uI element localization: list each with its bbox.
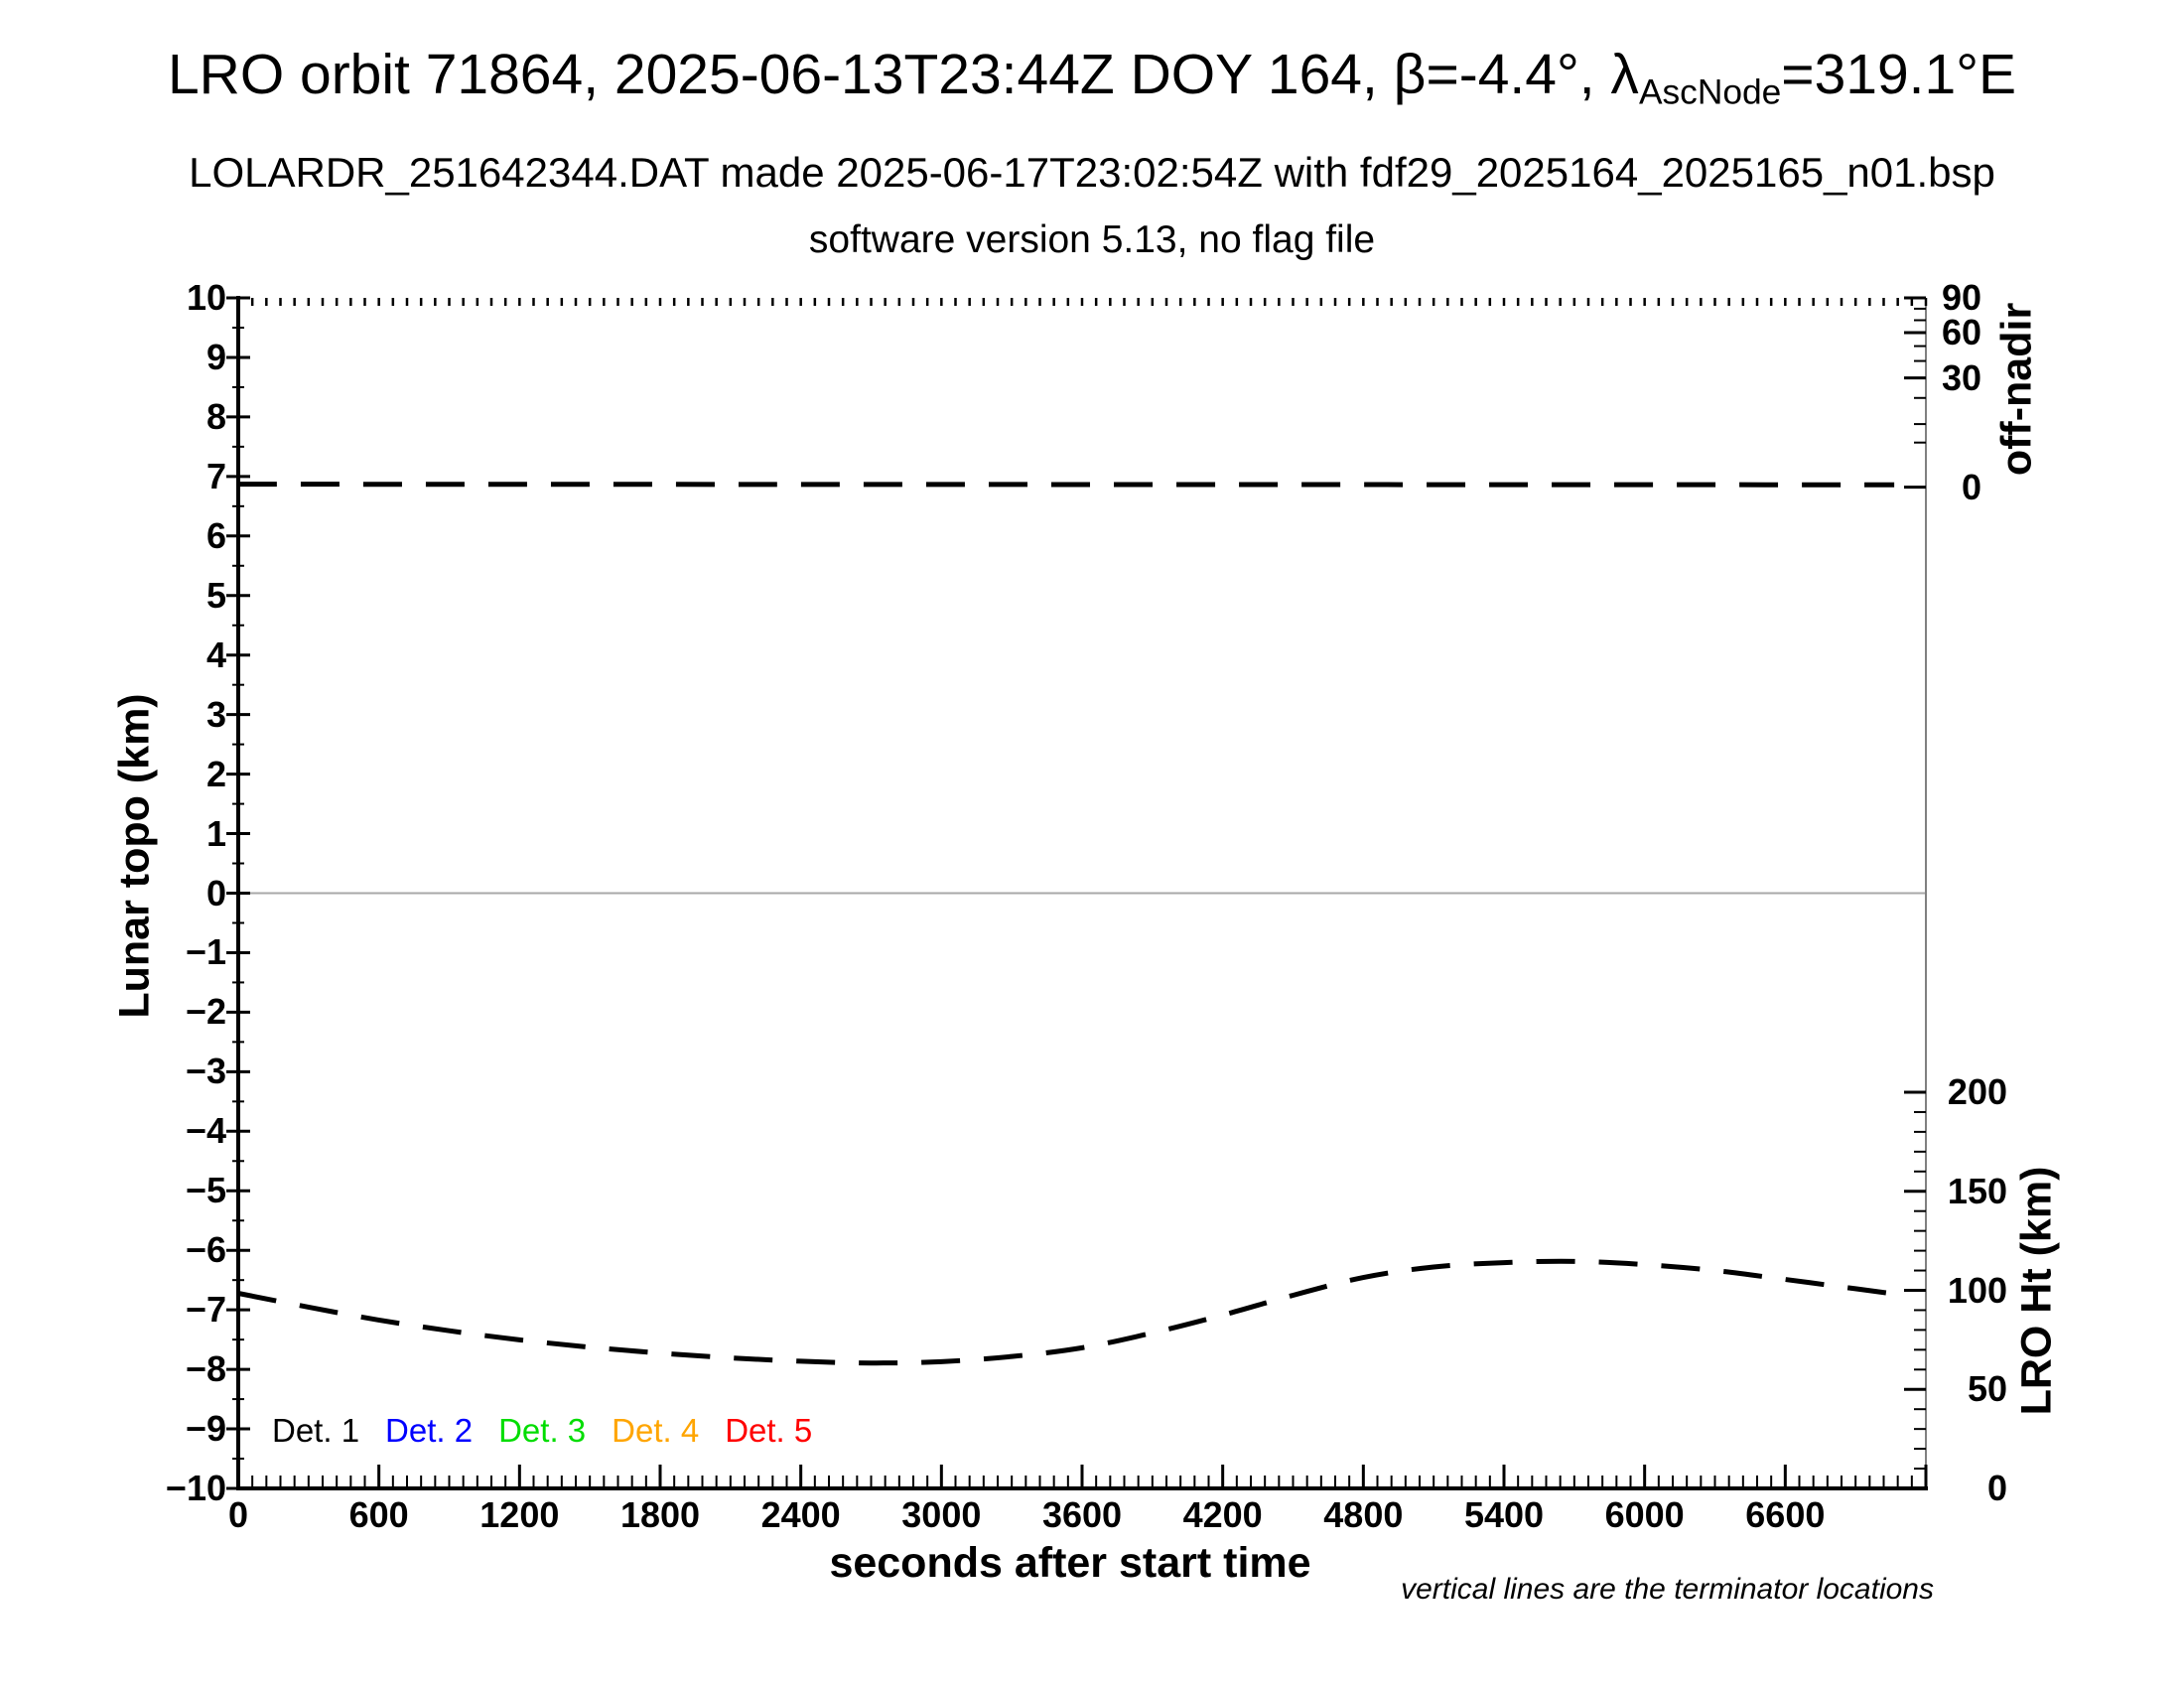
terminator-footnote: vertical lines are the terminator locati… bbox=[1401, 1573, 1934, 1606]
x-tick-label: 4200 bbox=[1182, 1494, 1263, 1535]
y-left-tick-label: 5 bbox=[205, 574, 226, 616]
y-left-tick-label: 10 bbox=[186, 277, 226, 318]
lroht-tick-label: 200 bbox=[1947, 1071, 2007, 1112]
y-left-tick-label: −2 bbox=[185, 991, 226, 1033]
y-axis-label-lro-ht: LRO Ht (km) bbox=[2012, 1166, 2061, 1416]
off-nadir-line bbox=[237, 482, 1895, 488]
lroht-tick-label: 50 bbox=[1967, 1368, 2007, 1410]
x-axis-label: seconds after start time bbox=[829, 1539, 1311, 1587]
y-axis-label-offnadir: off-nadir bbox=[1992, 302, 2041, 477]
page-subtitle-filename: LOLARDR_251642344.DAT made 2025-06-17T23… bbox=[189, 149, 1995, 196]
detector-legend: Det. 1 Det. 2 Det. 3 Det. 4 Det. 5 bbox=[272, 1412, 812, 1450]
legend-item-det-4: Det. 4 bbox=[612, 1412, 700, 1449]
y-left-tick-label: −9 bbox=[185, 1408, 226, 1450]
offnadir-tick-label: 90 bbox=[1941, 277, 1981, 318]
title-ascnode-value: =319.1°E bbox=[1781, 43, 2017, 106]
y-left-tick-label: 2 bbox=[205, 753, 226, 794]
y-left-tick-label: 7 bbox=[205, 455, 226, 496]
x-tick-label: 3600 bbox=[1041, 1494, 1123, 1535]
page-title: LRO orbit 71864, 2025-06-13T23:44Z DOY 1… bbox=[0, 42, 2184, 113]
lroht-tick-label: 150 bbox=[1947, 1170, 2007, 1211]
offnadir-tick-label: 30 bbox=[1941, 356, 1981, 398]
y-left-tick-label: 4 bbox=[205, 633, 226, 675]
lroht-tick-label: 0 bbox=[1986, 1468, 2007, 1508]
x-tick-label: 1200 bbox=[479, 1494, 560, 1535]
lroht-tick-label: 100 bbox=[1947, 1269, 2007, 1311]
page-subtitle-software: software version 5.13, no flag file bbox=[808, 218, 1376, 261]
title-lambda-subscript: AscNode bbox=[1638, 72, 1782, 112]
y-left-tick-label: 1 bbox=[205, 812, 226, 854]
x-tick-label: 600 bbox=[348, 1494, 409, 1535]
x-tick-label: 5400 bbox=[1463, 1494, 1545, 1535]
y-left-tick-label: −10 bbox=[165, 1468, 226, 1508]
y-left-tick-label: −5 bbox=[185, 1170, 226, 1211]
x-tick-label: 4800 bbox=[1323, 1494, 1404, 1535]
x-tick-label: 3000 bbox=[901, 1494, 982, 1535]
y-left-tick-label: 9 bbox=[205, 336, 226, 377]
y-axis-label-left: Lunar topo (km) bbox=[110, 693, 159, 1019]
x-tick-label: 6600 bbox=[1745, 1494, 1826, 1535]
lro-height-curve bbox=[237, 1258, 1895, 1366]
offnadir-tick-label: 0 bbox=[1961, 466, 1981, 507]
x-tick-label: 0 bbox=[227, 1494, 249, 1535]
legend-item-det-3: Det. 3 bbox=[498, 1412, 587, 1449]
y-left-tick-label: 8 bbox=[205, 395, 226, 437]
legend-item-det-2: Det. 2 bbox=[385, 1412, 474, 1449]
y-left-tick-label: −8 bbox=[185, 1348, 226, 1390]
y-left-tick-label: 0 bbox=[205, 872, 226, 914]
y-left-tick-label: −1 bbox=[185, 931, 226, 973]
y-left-tick-label: −3 bbox=[185, 1051, 226, 1092]
y-left-tick-label: −4 bbox=[185, 1110, 226, 1152]
legend-item-det-5: Det. 5 bbox=[725, 1412, 813, 1449]
y-left-tick-label: 3 bbox=[205, 693, 226, 735]
y-left-tick-label: 6 bbox=[205, 514, 226, 556]
legend-item-det-1: Det. 1 bbox=[272, 1412, 360, 1449]
x-tick-label: 1800 bbox=[619, 1494, 701, 1535]
y-left-tick-label: −7 bbox=[185, 1289, 226, 1331]
y-left-tick-label: −6 bbox=[185, 1229, 226, 1271]
offnadir-tick-label: 60 bbox=[1941, 311, 1981, 352]
x-tick-label: 2400 bbox=[760, 1494, 841, 1535]
title-main-text: LRO orbit 71864, 2025-06-13T23:44Z DOY 1… bbox=[167, 43, 1639, 106]
x-tick-label: 6000 bbox=[1604, 1494, 1685, 1535]
